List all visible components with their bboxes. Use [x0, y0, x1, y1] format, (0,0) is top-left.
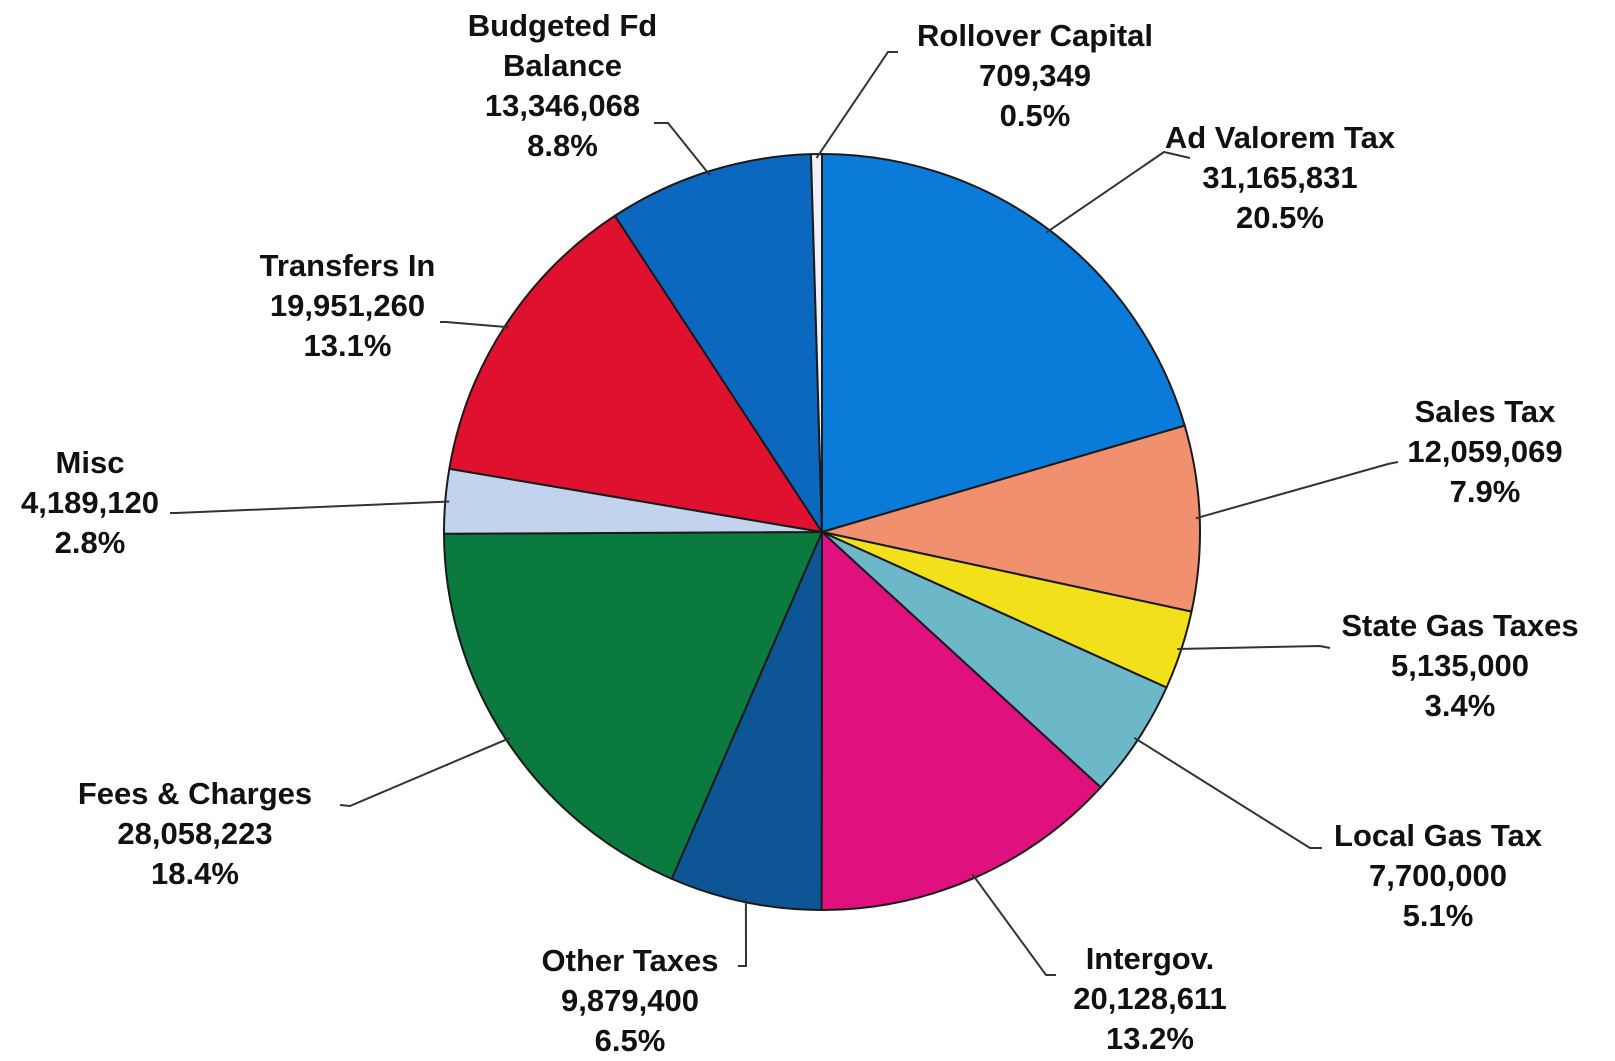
- label-percent: 20.5%: [1236, 200, 1324, 235]
- label-percent: 13.2%: [1106, 1021, 1194, 1056]
- label-value: 28,058,223: [117, 816, 273, 851]
- label-value: 13,346,068: [484, 88, 641, 123]
- label-name: Transfers In: [259, 248, 436, 283]
- leader-line-misc: [170, 500, 450, 514]
- label-ad-valorem-tax: Ad Valorem Tax 31,165,831 20.5%: [1150, 118, 1410, 238]
- label-percent: 7.9%: [1449, 474, 1521, 509]
- label-value: 31,165,831: [1202, 160, 1358, 195]
- slices-layer: [442, 152, 1201, 912]
- label-percent: 6.5%: [594, 1023, 666, 1058]
- label-value: 19,951,260: [269, 288, 426, 323]
- label-value: 7,700,000: [1369, 858, 1507, 893]
- label-misc: Misc 4,189,120 2.8%: [0, 443, 180, 563]
- label-name: Ad Valorem Tax: [1164, 120, 1396, 155]
- label-other-taxes: Other Taxes 9,879,400 6.5%: [520, 941, 740, 1061]
- leader-line-other-taxes: [738, 898, 748, 967]
- leader-line-sales-tax: [1195, 461, 1399, 520]
- label-name: Intergov.: [1085, 941, 1215, 976]
- label-percent: 2.8%: [54, 525, 126, 560]
- leader-line-intergov: [971, 873, 1056, 976]
- leader-line-transfers-in: [440, 321, 510, 329]
- leader-line-ad-valorem-tax: [1045, 150, 1191, 234]
- label-value: 4,189,120: [21, 485, 159, 520]
- label-intergov: Intergov. 20,128,611 13.2%: [1050, 939, 1250, 1059]
- leader-line-fees-charges: [339, 737, 511, 808]
- label-percent: 0.5%: [999, 98, 1071, 133]
- label-value: 5,135,000: [1391, 648, 1529, 683]
- label-percent: 13.1%: [303, 328, 392, 363]
- label-name: Other Taxes: [541, 943, 719, 978]
- label-name: Fees & Charges: [77, 776, 313, 811]
- label-value: 20,128,611: [1073, 981, 1227, 1016]
- label-rollover-capital: Rollover Capital 709,349 0.5%: [885, 16, 1185, 136]
- leader-lines: [170, 51, 1399, 976]
- label-name-line1: Budgeted Fd: [467, 8, 658, 43]
- label-value: 12,059,069: [1407, 434, 1563, 469]
- slice-rollover-capital: [809, 152, 823, 533]
- label-sales-tax: Sales Tax 12,059,069 7.9%: [1380, 392, 1590, 512]
- label-fees-charges: Fees & Charges 28,058,223 18.4%: [45, 774, 345, 894]
- label-percent: 5.1%: [1402, 898, 1474, 933]
- label-percent: 8.8%: [527, 128, 598, 163]
- label-name: Local Gas Tax: [1334, 818, 1542, 853]
- leader-line-budgeted-fd-balance: [654, 122, 711, 176]
- label-name: State Gas Taxes: [1341, 608, 1579, 643]
- label-budgeted-fd-balance: Budgeted Fd Balance 13,346,068 8.8%: [450, 6, 675, 166]
- slice-transfers-in: [448, 214, 823, 533]
- label-name: Misc: [55, 445, 125, 480]
- label-value: 709,349: [978, 58, 1092, 93]
- label-percent: 3.4%: [1424, 688, 1496, 723]
- leader-line-state-gas-taxes: [1177, 644, 1331, 650]
- leader-line-rollover-capital: [815, 51, 898, 159]
- slice-ad-valorem-tax: [821, 153, 1186, 533]
- label-local-gas-tax: Local Gas Tax 7,700,000 5.1%: [1318, 816, 1558, 936]
- label-value: 9,879,400: [561, 983, 699, 1018]
- label-name-line2: Balance: [503, 48, 622, 83]
- leader-line-local-gas-tax: [1133, 736, 1322, 849]
- label-percent: 18.4%: [151, 856, 239, 891]
- label-name: Sales Tax: [1414, 394, 1556, 429]
- label-name: Rollover Capital: [917, 18, 1153, 53]
- label-transfers-in: Transfers In 19,951,260 13.1%: [240, 246, 455, 366]
- slice-budgeted-fd-balance: [613, 153, 823, 533]
- label-state-gas-taxes: State Gas Taxes 5,135,000 3.4%: [1325, 606, 1595, 726]
